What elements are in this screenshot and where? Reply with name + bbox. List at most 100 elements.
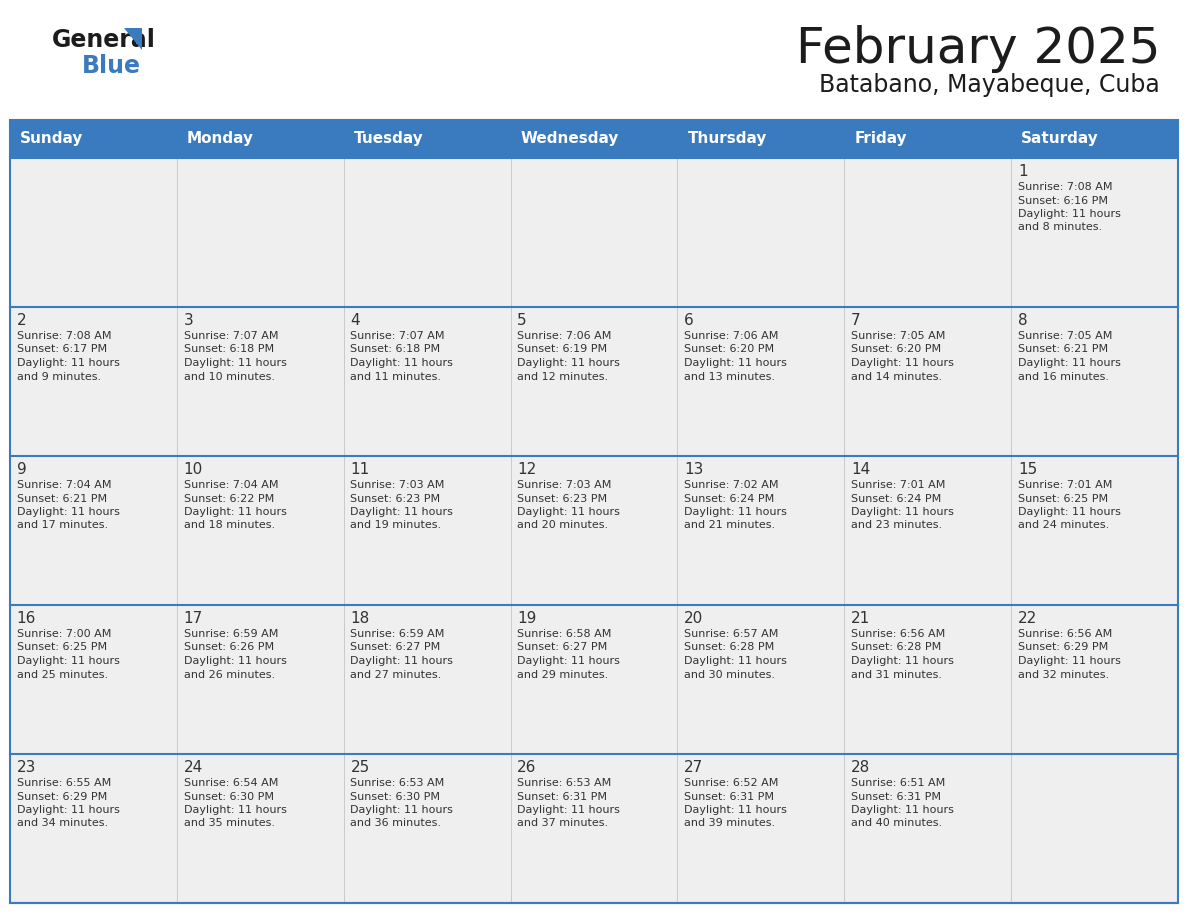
Text: Sunrise: 6:59 AM: Sunrise: 6:59 AM <box>350 629 444 639</box>
Bar <box>10 605 177 754</box>
Text: Sunset: 6:31 PM: Sunset: 6:31 PM <box>851 791 941 801</box>
Text: Daylight: 11 hours: Daylight: 11 hours <box>183 805 286 815</box>
Bar <box>343 456 511 605</box>
Bar <box>1011 456 1178 605</box>
Text: Daylight: 11 hours: Daylight: 11 hours <box>517 805 620 815</box>
Text: and 24 minutes.: and 24 minutes. <box>1018 521 1110 531</box>
Text: and 12 minutes.: and 12 minutes. <box>517 372 608 382</box>
Text: Daylight: 11 hours: Daylight: 11 hours <box>17 507 120 517</box>
Text: and 13 minutes.: and 13 minutes. <box>684 372 775 382</box>
Text: Sunset: 6:24 PM: Sunset: 6:24 PM <box>684 494 775 503</box>
Text: Daylight: 11 hours: Daylight: 11 hours <box>17 358 120 368</box>
Text: Sunset: 6:17 PM: Sunset: 6:17 PM <box>17 344 107 354</box>
Text: Daylight: 11 hours: Daylight: 11 hours <box>1018 358 1120 368</box>
Text: 7: 7 <box>851 313 860 328</box>
Text: Daylight: 11 hours: Daylight: 11 hours <box>517 656 620 666</box>
Text: Sunrise: 7:05 AM: Sunrise: 7:05 AM <box>851 331 946 341</box>
Text: and 23 minutes.: and 23 minutes. <box>851 521 942 531</box>
Text: 23: 23 <box>17 760 36 775</box>
Text: Sunset: 6:24 PM: Sunset: 6:24 PM <box>851 494 941 503</box>
Text: Daylight: 11 hours: Daylight: 11 hours <box>851 805 954 815</box>
Bar <box>1011 158 1178 307</box>
Text: Daylight: 11 hours: Daylight: 11 hours <box>183 507 286 517</box>
Text: Sunrise: 6:55 AM: Sunrise: 6:55 AM <box>17 778 110 788</box>
Text: Sunset: 6:30 PM: Sunset: 6:30 PM <box>183 791 273 801</box>
Text: Sunset: 6:30 PM: Sunset: 6:30 PM <box>350 791 441 801</box>
Text: 14: 14 <box>851 462 870 477</box>
Text: 17: 17 <box>183 611 203 626</box>
Text: Daylight: 11 hours: Daylight: 11 hours <box>851 358 954 368</box>
Text: Sunset: 6:19 PM: Sunset: 6:19 PM <box>517 344 607 354</box>
Bar <box>177 307 343 456</box>
Text: and 11 minutes.: and 11 minutes. <box>350 372 442 382</box>
Polygon shape <box>124 28 143 50</box>
Text: and 27 minutes.: and 27 minutes. <box>350 669 442 679</box>
Text: 21: 21 <box>851 611 870 626</box>
Bar <box>10 307 177 456</box>
Text: Daylight: 11 hours: Daylight: 11 hours <box>851 507 954 517</box>
Text: Sunset: 6:28 PM: Sunset: 6:28 PM <box>684 643 775 653</box>
Bar <box>177 605 343 754</box>
Bar <box>845 456 1011 605</box>
Text: Daylight: 11 hours: Daylight: 11 hours <box>183 358 286 368</box>
Text: Sunset: 6:20 PM: Sunset: 6:20 PM <box>851 344 941 354</box>
Text: Sunrise: 6:54 AM: Sunrise: 6:54 AM <box>183 778 278 788</box>
Bar <box>511 307 677 456</box>
Bar <box>511 456 677 605</box>
Bar <box>343 158 511 307</box>
Bar <box>677 605 845 754</box>
Text: and 9 minutes.: and 9 minutes. <box>17 372 101 382</box>
Text: and 8 minutes.: and 8 minutes. <box>1018 222 1102 232</box>
Text: Sunrise: 7:08 AM: Sunrise: 7:08 AM <box>1018 182 1112 192</box>
Text: 2: 2 <box>17 313 26 328</box>
Bar <box>845 120 1011 158</box>
Text: Sunday: Sunday <box>20 131 83 147</box>
Text: Sunset: 6:31 PM: Sunset: 6:31 PM <box>684 791 775 801</box>
Bar <box>10 456 177 605</box>
Text: Sunset: 6:28 PM: Sunset: 6:28 PM <box>851 643 941 653</box>
Bar <box>1011 754 1178 903</box>
Text: Sunrise: 6:58 AM: Sunrise: 6:58 AM <box>517 629 612 639</box>
Text: and 19 minutes.: and 19 minutes. <box>350 521 442 531</box>
Text: and 39 minutes.: and 39 minutes. <box>684 819 776 829</box>
Text: Monday: Monday <box>187 131 254 147</box>
Bar <box>511 605 677 754</box>
Text: Sunset: 6:27 PM: Sunset: 6:27 PM <box>517 643 607 653</box>
Text: 6: 6 <box>684 313 694 328</box>
Text: 25: 25 <box>350 760 369 775</box>
Text: Sunrise: 6:52 AM: Sunrise: 6:52 AM <box>684 778 778 788</box>
Text: Sunrise: 7:07 AM: Sunrise: 7:07 AM <box>350 331 444 341</box>
Text: Daylight: 11 hours: Daylight: 11 hours <box>17 656 120 666</box>
Text: 3: 3 <box>183 313 194 328</box>
Text: Sunset: 6:23 PM: Sunset: 6:23 PM <box>350 494 441 503</box>
Text: 1: 1 <box>1018 164 1028 179</box>
Text: and 29 minutes.: and 29 minutes. <box>517 669 608 679</box>
Text: Sunset: 6:22 PM: Sunset: 6:22 PM <box>183 494 273 503</box>
Text: Sunrise: 6:56 AM: Sunrise: 6:56 AM <box>851 629 946 639</box>
Bar <box>1011 307 1178 456</box>
Text: 27: 27 <box>684 760 703 775</box>
Bar <box>677 120 845 158</box>
Text: Sunrise: 6:51 AM: Sunrise: 6:51 AM <box>851 778 946 788</box>
Bar <box>677 158 845 307</box>
Text: and 18 minutes.: and 18 minutes. <box>183 521 274 531</box>
Text: 19: 19 <box>517 611 537 626</box>
Text: 12: 12 <box>517 462 537 477</box>
Text: Sunrise: 6:53 AM: Sunrise: 6:53 AM <box>350 778 444 788</box>
Text: and 30 minutes.: and 30 minutes. <box>684 669 775 679</box>
Bar <box>1011 120 1178 158</box>
Text: 11: 11 <box>350 462 369 477</box>
Bar <box>177 754 343 903</box>
Bar <box>511 120 677 158</box>
Text: Daylight: 11 hours: Daylight: 11 hours <box>1018 507 1120 517</box>
Text: Sunrise: 7:07 AM: Sunrise: 7:07 AM <box>183 331 278 341</box>
Text: 9: 9 <box>17 462 26 477</box>
Text: Daylight: 11 hours: Daylight: 11 hours <box>517 507 620 517</box>
Text: Wednesday: Wednesday <box>520 131 619 147</box>
Text: Sunrise: 7:05 AM: Sunrise: 7:05 AM <box>1018 331 1112 341</box>
Bar <box>343 307 511 456</box>
Text: Sunset: 6:29 PM: Sunset: 6:29 PM <box>1018 643 1108 653</box>
Text: Sunset: 6:20 PM: Sunset: 6:20 PM <box>684 344 775 354</box>
Text: 15: 15 <box>1018 462 1037 477</box>
Text: 4: 4 <box>350 313 360 328</box>
